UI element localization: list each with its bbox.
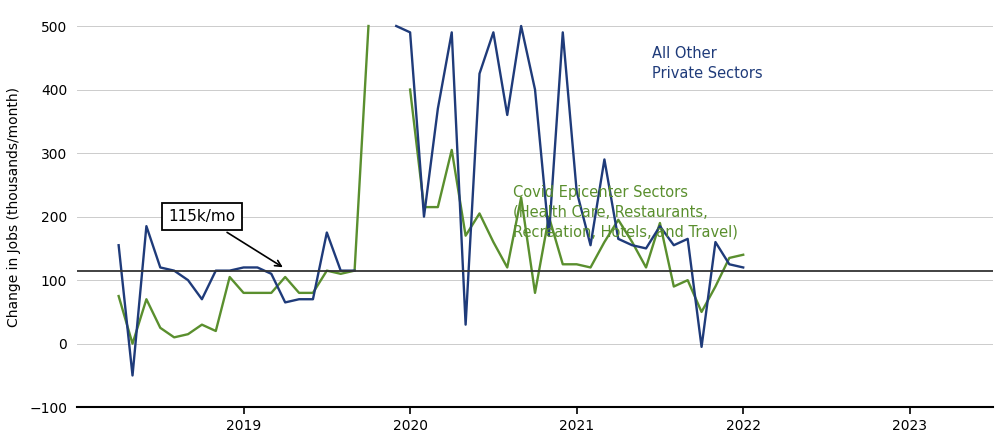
Text: 115k/mo: 115k/mo [168,209,281,266]
Text: Covid Epicenter Sectors
(Health Care, Restaurants,
Recreation, Hotels, and Trave: Covid Epicenter Sectors (Health Care, Re… [513,185,738,239]
Text: All Other
Private Sectors: All Other Private Sectors [652,46,762,81]
Y-axis label: Change in Jobs (thousands/month): Change in Jobs (thousands/month) [7,87,21,327]
